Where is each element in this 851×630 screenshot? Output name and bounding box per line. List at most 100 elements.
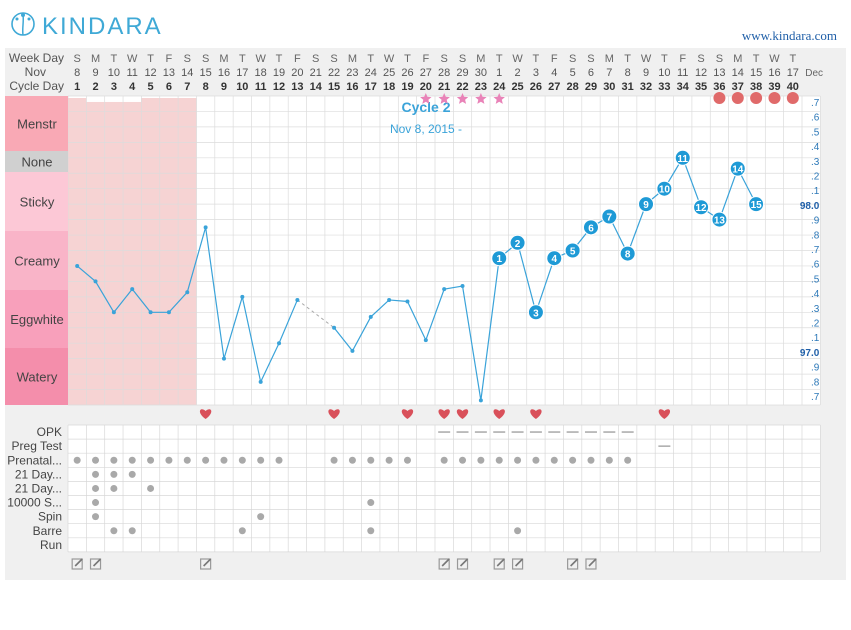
numbered-temperature-point[interactable] [619, 245, 636, 262]
temperature-point[interactable] [75, 263, 80, 268]
numbered-temperature-point[interactable] [509, 234, 526, 251]
tracking-dot[interactable] [92, 484, 100, 492]
numbered-temperature-point[interactable] [564, 242, 581, 259]
tracking-dot[interactable] [330, 456, 338, 464]
tracking-dot[interactable] [532, 456, 540, 464]
tracking-dot[interactable] [569, 456, 577, 464]
numbered-temperature-point[interactable] [491, 250, 508, 267]
tracking-dot[interactable] [128, 470, 136, 478]
temp-tick: .8 [811, 377, 820, 388]
tracking-dot[interactable] [275, 456, 283, 464]
temperature-point[interactable] [166, 310, 171, 315]
tracking-dot[interactable] [92, 513, 100, 521]
temperature-point[interactable] [277, 341, 282, 346]
tracking-dot[interactable] [367, 527, 375, 535]
tracking-dot[interactable] [550, 456, 558, 464]
note-icon[interactable] [438, 558, 450, 570]
tracking-dot[interactable] [514, 456, 522, 464]
note-icon[interactable] [511, 558, 524, 570]
note-icon[interactable] [89, 558, 102, 570]
tracking-dot[interactable] [238, 456, 246, 464]
tracking-dot[interactable] [367, 499, 375, 507]
note-icon[interactable] [456, 558, 469, 570]
tracking-dot[interactable] [238, 527, 246, 535]
temperature-point[interactable] [405, 299, 410, 304]
point-number-label: 3 [533, 308, 539, 319]
tracking-dot[interactable] [110, 484, 118, 492]
site-link[interactable]: www.kindara.com [741, 28, 837, 43]
temperature-point[interactable] [148, 310, 153, 315]
tracking-dot[interactable] [128, 527, 136, 535]
temperature-point[interactable] [332, 325, 337, 330]
temperature-point[interactable] [423, 338, 428, 343]
numbered-temperature-point[interactable] [693, 199, 710, 216]
note-icon[interactable] [585, 558, 597, 570]
tracking-dot[interactable] [202, 456, 210, 464]
kindara-logo[interactable]: KINDARA [8, 10, 161, 44]
tracking-dot[interactable] [348, 456, 356, 464]
point-number-label: 8 [625, 250, 631, 261]
note-icon[interactable] [71, 558, 83, 570]
numbered-temperature-point[interactable] [527, 304, 544, 321]
tracking-dot[interactable] [110, 527, 118, 535]
temperature-point[interactable] [442, 287, 447, 292]
tracking-dot[interactable] [147, 484, 155, 492]
temperature-point[interactable] [93, 279, 98, 284]
tracking-dot[interactable] [514, 527, 522, 535]
numbered-temperature-point[interactable] [546, 250, 563, 267]
temp-tick: .5 [811, 274, 820, 285]
numbered-temperature-point[interactable] [729, 160, 746, 177]
tracking-dot[interactable] [147, 456, 155, 464]
heart-icon [401, 409, 414, 419]
note-icon[interactable] [567, 558, 579, 570]
tracking-dot[interactable] [367, 456, 375, 464]
tracking-dot[interactable] [165, 456, 173, 464]
tracking-dot[interactable] [403, 456, 411, 464]
tracking-dot[interactable] [440, 456, 448, 464]
weekday-cell: T [789, 53, 796, 65]
temperature-point[interactable] [130, 287, 135, 292]
tracking-dot[interactable] [73, 456, 81, 464]
temperature-point[interactable] [111, 310, 116, 315]
tracking-dot[interactable] [257, 513, 265, 521]
tracking-dot[interactable] [459, 456, 467, 464]
temperature-point[interactable] [295, 297, 300, 302]
temperature-point[interactable] [185, 290, 190, 295]
temperature-point[interactable] [258, 379, 263, 384]
temperature-point[interactable] [368, 314, 373, 319]
temperature-point[interactable] [387, 297, 392, 302]
tracking-dot[interactable] [220, 456, 228, 464]
weekday-cell: T [404, 53, 411, 65]
tracking-dot[interactable] [92, 499, 100, 507]
note-icon[interactable] [200, 558, 212, 570]
numbered-temperature-point[interactable] [748, 196, 765, 213]
temperature-point[interactable] [240, 294, 245, 299]
tracking-dot[interactable] [587, 456, 595, 464]
numbered-temperature-point[interactable] [656, 180, 673, 197]
temperature-point[interactable] [478, 398, 483, 403]
numbered-temperature-point[interactable] [638, 196, 655, 213]
tracking-dot[interactable] [128, 456, 136, 464]
note-icon[interactable] [493, 558, 505, 570]
tracking-dot[interactable] [110, 456, 118, 464]
temperature-point[interactable] [460, 284, 465, 289]
tracking-dot[interactable] [183, 456, 191, 464]
numbered-temperature-point[interactable] [601, 208, 618, 225]
weekday-cell: F [166, 53, 173, 65]
tracking-dot[interactable] [257, 456, 265, 464]
tracking-dot[interactable] [385, 456, 393, 464]
temperature-point[interactable] [350, 348, 355, 353]
tracking-dot[interactable] [477, 456, 485, 464]
temperature-point[interactable] [221, 356, 226, 361]
tracking-dot[interactable] [92, 456, 100, 464]
numbered-temperature-point[interactable] [582, 219, 599, 236]
tracking-dot[interactable] [92, 470, 100, 478]
numbered-temperature-point[interactable] [711, 211, 728, 228]
tracking-dot[interactable] [624, 456, 632, 464]
tracking-dot[interactable] [110, 470, 118, 478]
numbered-temperature-point[interactable] [674, 149, 691, 166]
tracking-dot[interactable] [605, 456, 613, 464]
tracking-dot[interactable] [495, 456, 503, 464]
temperature-point[interactable] [203, 225, 208, 230]
temp-tick: .4 [811, 142, 820, 153]
